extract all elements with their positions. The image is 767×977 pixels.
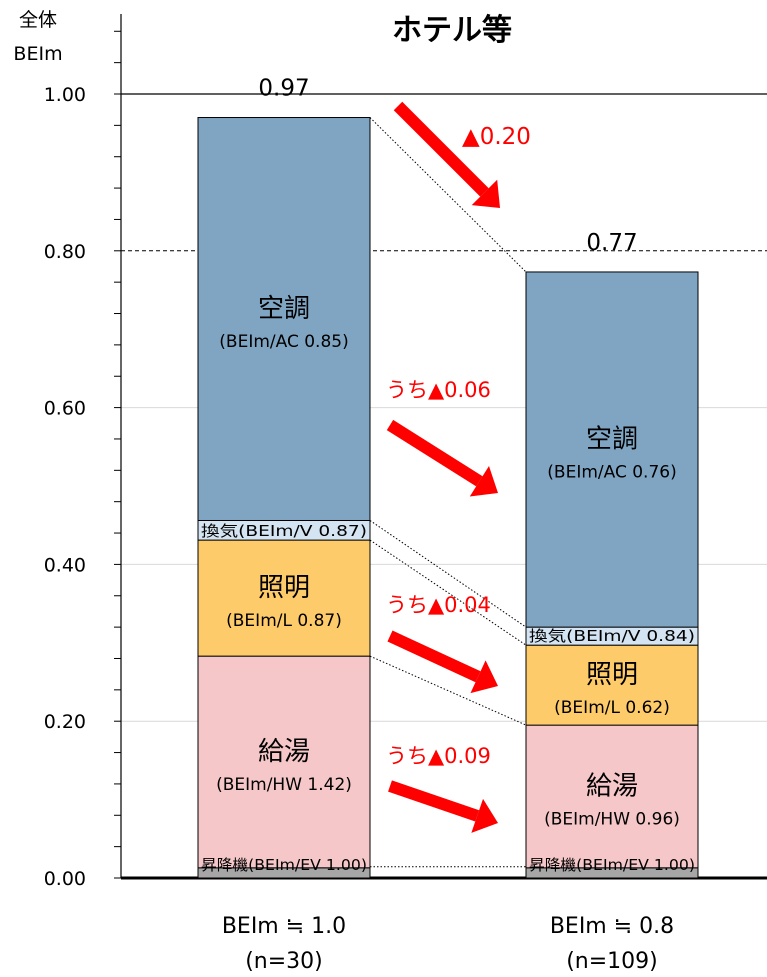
annotation-l-reduction: うち▲0.04 [386,593,491,617]
x-category-sublabel: (n=109) [566,949,658,974]
arrow-hw [390,786,498,833]
y-tick-label: 0.20 [44,711,86,733]
segment-label-ac: 空調 [586,425,638,455]
segment-label-l: 照明 [586,660,638,690]
y-tick-label: 0.40 [44,554,86,576]
segment-sublabel-hw: (BEIm/HW 0.96) [544,809,680,829]
arrow-shaft [390,425,479,481]
x-category-label: BEIm ≒ 1.0 [222,914,346,939]
y-axis-label-line1: 全体 [19,9,57,31]
reduction-arrows: ▲0.20 うち▲0.06 うち▲0.04 うち▲0.09 [386,106,531,833]
segment-sublabel-l: (BEIm/L 0.62) [554,698,670,718]
annotation-ac-reduction: うち▲0.06 [386,378,491,402]
x-axis-labels: BEIm ≒ 1.0 (n=30) BEIm ≒ 0.8 (n=109) [222,914,674,974]
segment-label-hw: 給湯 [258,737,310,767]
segment-sublabel-ac: (BEIm/AC 0.76) [547,463,676,483]
y-tick-label: 0.00 [44,868,86,890]
annotation-total-reduction: ▲0.20 [462,124,531,150]
segment-label-v: 換気(BEIm/V 0.84) [529,627,695,645]
segment-label-v: 換気(BEIm/V 0.87) [201,522,367,540]
y-axis-label-line2: BEIm [13,43,62,65]
segment-label-hw: 給湯 [586,771,638,801]
chart-title: ホテル等 [392,13,512,48]
segment-sublabel-ac: (BEIm/AC 0.85) [219,332,348,352]
bar-total-label: 0.97 [258,76,309,102]
x-category-label: BEIm ≒ 0.8 [550,914,674,939]
segment-sublabel-hw: (BEIm/HW 1.42) [216,775,352,795]
y-tick-label: 0.80 [44,241,86,263]
segment-label-l: 照明 [258,573,310,603]
arrow-total [398,106,500,208]
annotation-hw-reduction: うち▲0.09 [386,744,491,768]
y-tick-label: 0.60 [44,398,86,420]
arrow-l [390,636,498,693]
bar-total-label: 0.77 [586,230,637,256]
arrow-ac [390,425,498,497]
segment-label-ev: 昇降機(BEIm/EV 1.00) [201,856,367,874]
segment-label-ac: 空調 [258,294,310,324]
segment-label-ev: 昇降機(BEIm/EV 1.00) [529,856,695,874]
segment-sublabel-l: (BEIm/L 0.87) [226,611,342,631]
x-category-sublabel: (n=30) [245,949,323,974]
arrow-shaft [390,786,477,816]
y-tick-label: 1.00 [44,84,86,106]
